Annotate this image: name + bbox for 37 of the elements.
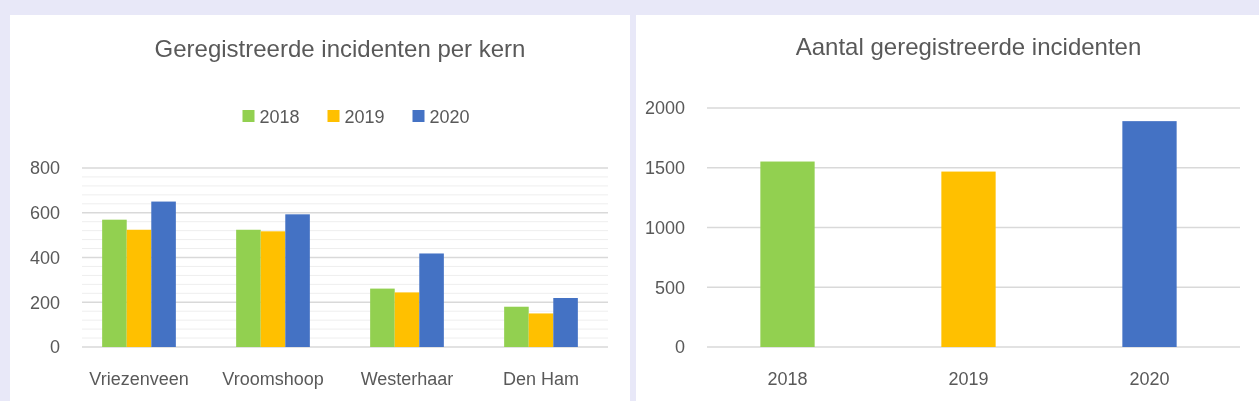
chart-title: Aantal geregistreerde incidenten (795, 33, 1142, 60)
y-tick-label: 1000 (644, 217, 685, 238)
chart-title: Geregistreerde incidenten per kern (154, 35, 526, 62)
bar (1122, 121, 1177, 347)
legend-label: 2019 (344, 107, 385, 128)
y-tick-label: 1500 (644, 158, 685, 179)
x-tick-label: Vroomshoop (222, 369, 324, 389)
bar (126, 229, 152, 347)
y-tick-label: 400 (29, 247, 60, 268)
bar (236, 229, 261, 347)
y-tick-label: 800 (29, 158, 60, 179)
bar (528, 313, 554, 347)
bar (941, 171, 996, 347)
bar (553, 298, 578, 347)
x-tick-label: Westerhaar (360, 369, 454, 389)
x-tick-label: Vriezenveen (89, 369, 189, 389)
legend-label: 2018 (259, 107, 300, 128)
y-tick-label: 0 (674, 337, 685, 358)
legend-label: 2020 (429, 107, 470, 128)
bar (370, 288, 395, 347)
y-tick-label: 2000 (644, 98, 685, 119)
y-tick-label: 500 (654, 277, 685, 298)
x-tick-label: Den Ham (502, 369, 580, 389)
bar (260, 231, 286, 347)
x-tick-label: 2018 (767, 369, 808, 389)
bar (102, 219, 127, 347)
bar (151, 201, 176, 347)
bar (419, 253, 444, 347)
y-tick-label: 600 (29, 203, 60, 224)
y-tick-label: 200 (29, 292, 60, 313)
bar (504, 306, 529, 347)
x-tick-label: 2020 (1129, 369, 1170, 389)
bar (394, 292, 420, 347)
bar (285, 214, 310, 347)
y-tick-label: 0 (49, 337, 60, 358)
x-tick-label: 2019 (948, 369, 989, 389)
bar (760, 161, 815, 347)
